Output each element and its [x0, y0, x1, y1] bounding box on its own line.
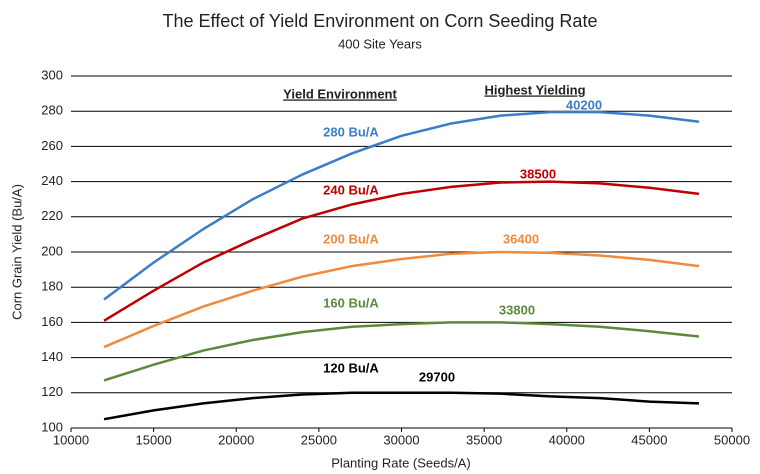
y-tick-label: 120: [41, 384, 63, 399]
y-tick-label: 100: [41, 419, 63, 434]
series-label: 120 Bu/A: [323, 360, 379, 375]
x-tick-label: 15000: [136, 432, 172, 447]
series-line: [103, 391, 699, 421]
peak-label: 33800: [499, 302, 535, 317]
series-label: 200 Bu/A: [323, 231, 379, 246]
y-tick-label: 200: [41, 243, 63, 258]
peak-label: 29700: [419, 369, 455, 384]
series-label: 280 Bu/A: [323, 124, 379, 139]
column-header: Highest Yielding: [484, 82, 585, 97]
x-tick-label: 10000: [53, 432, 89, 447]
peak-label: 38500: [520, 166, 556, 181]
series-label: 240 Bu/A: [323, 182, 379, 197]
series-line: [103, 180, 700, 322]
x-tick-label: 35000: [466, 432, 502, 447]
peak-label: 36400: [503, 231, 539, 246]
chart-title: The Effect of Yield Environment on Corn …: [163, 11, 598, 31]
column-header: Yield Environment: [283, 86, 397, 101]
x-tick-label: 40000: [549, 432, 585, 447]
series-line: [103, 110, 700, 301]
peak-label: 40200: [566, 97, 602, 112]
series-line: [103, 250, 700, 349]
x-tick-label: 50000: [714, 432, 750, 447]
x-tick-label: 30000: [383, 432, 419, 447]
x-tick-label: 25000: [301, 432, 337, 447]
y-tick-label: 160: [41, 314, 63, 329]
x-axis-label: Planting Rate (Seeds/A): [331, 455, 470, 470]
chart-subtitle: 400 Site Years: [338, 36, 422, 51]
y-tick-label: 220: [41, 208, 63, 223]
series-line: [103, 321, 700, 382]
x-tick-label: 45000: [631, 432, 667, 447]
series-label: 160 Bu/A: [323, 295, 379, 310]
y-tick-label: 280: [41, 103, 63, 118]
y-tick-label: 260: [41, 138, 63, 153]
y-axis-label: Corn Grain Yield (Bu/A): [9, 184, 24, 320]
y-tick-label: 180: [41, 279, 63, 294]
y-tick-label: 140: [41, 349, 63, 364]
y-tick-label: 300: [41, 67, 63, 82]
y-tick-label: 240: [41, 173, 63, 188]
x-tick-label: 20000: [218, 432, 254, 447]
